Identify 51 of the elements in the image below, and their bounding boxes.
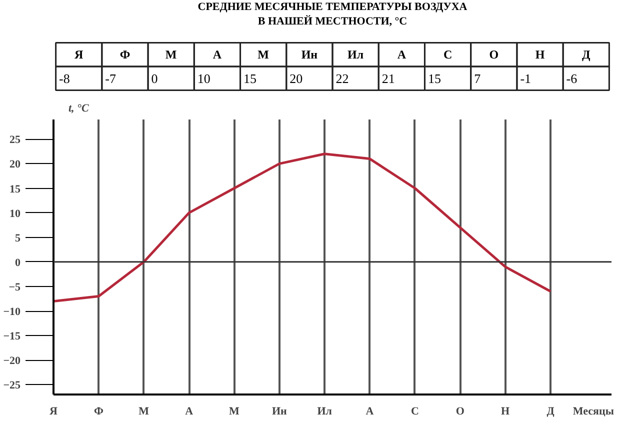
x-tick-label: А xyxy=(366,406,374,418)
data-label: -6 xyxy=(566,70,578,86)
y-tick-label: 15 xyxy=(10,183,21,196)
category-label: Н xyxy=(535,48,545,62)
chart-title: СРЕДНИЕ МЕСЯЧНЫЕ ТЕМПЕРАТУРЫ ВОЗДУХА В НАШЕЙ МЕСТНОСТИ, °С xyxy=(198,1,468,28)
x-tick-label: С xyxy=(410,406,419,418)
data-label: 15 xyxy=(243,70,256,86)
data-label: -7 xyxy=(105,70,116,86)
category-label: А xyxy=(397,48,406,62)
category-label: Ин xyxy=(301,48,318,62)
line-series xyxy=(54,152,552,302)
x-tick-label: Я xyxy=(50,406,58,418)
data-label: 10 xyxy=(197,70,210,86)
category-label: М xyxy=(258,48,269,62)
category-label: С xyxy=(443,48,452,62)
category-label: Я xyxy=(74,48,84,62)
data-label: -1 xyxy=(520,70,532,86)
x-tick-label: М xyxy=(138,406,150,418)
data-label: 21 xyxy=(382,70,395,86)
y-tick-label: −15 xyxy=(3,330,21,343)
y-tick-label: −5 xyxy=(8,281,21,294)
y-tick-label: −25 xyxy=(3,380,21,392)
category-label: Ф xyxy=(120,48,130,62)
data-label: 15 xyxy=(428,70,441,86)
y-tick-label: 10 xyxy=(10,208,21,220)
x-tick-label: А xyxy=(185,406,194,418)
category-label: М xyxy=(165,48,177,62)
y-tick-label: 25 xyxy=(10,134,21,146)
data-label: 7 xyxy=(474,70,482,86)
x-tick-label: Ил xyxy=(317,406,332,418)
category-label: Д xyxy=(582,48,590,62)
x-tick-label: О xyxy=(456,406,465,418)
y-tick-label: 5 xyxy=(15,232,21,244)
y-tick-label: −20 xyxy=(3,355,21,368)
x-tick-label: Д xyxy=(546,406,555,418)
x-axis-title: Месяцы xyxy=(572,406,614,418)
data-label: 0 xyxy=(151,70,158,86)
x-tick-label: М xyxy=(229,406,240,418)
category-label: А xyxy=(212,48,222,62)
data-label: 20 xyxy=(290,70,303,86)
y-tick-label: 0 xyxy=(15,256,21,269)
y-tick-label: 20 xyxy=(10,158,21,171)
x-tick-label: Ин xyxy=(272,406,288,418)
y-axis-title: t, °C xyxy=(68,102,90,114)
category-label: Ил xyxy=(348,48,364,62)
category-label: О xyxy=(489,48,499,62)
y-tick-label: −10 xyxy=(3,306,21,318)
x-tick-label: Ф xyxy=(94,406,104,418)
data-label: -8 xyxy=(59,70,70,86)
x-tick-label: Н xyxy=(501,406,510,418)
data-label: 22 xyxy=(336,70,349,86)
